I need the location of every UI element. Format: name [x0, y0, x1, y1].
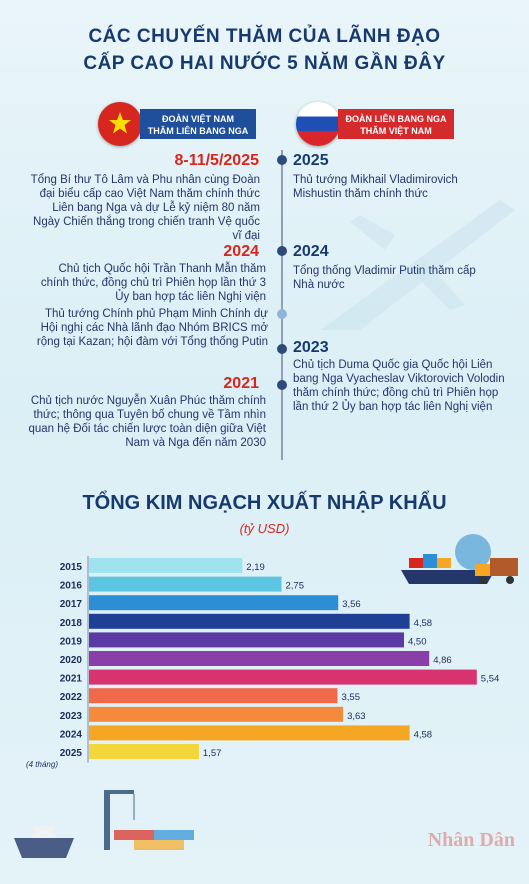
- category-label: 2019: [60, 636, 83, 647]
- trade-unit: (tỷ USD): [239, 521, 290, 536]
- bar-2019: [89, 632, 404, 648]
- category-label: 2022: [60, 692, 83, 703]
- category-label: 2018: [60, 618, 83, 629]
- vn-visit-year: 8-11/5/2025: [174, 152, 259, 169]
- category-note: (4 tháng): [26, 760, 58, 769]
- category-label: 2015: [60, 562, 83, 573]
- value-label: 2,19: [246, 562, 264, 573]
- value-label: 4,86: [433, 655, 452, 666]
- value-label: 2,75: [286, 581, 305, 592]
- value-label: 4,58: [414, 618, 433, 629]
- category-label: 2023: [60, 711, 83, 722]
- vn-visit-text: Chủ tịch Quốc hội Trần Thanh Mẫn thăm ch…: [40, 263, 266, 303]
- category-label: 2017: [60, 599, 83, 610]
- value-label: 4,58: [414, 729, 433, 740]
- ru-visit-text: Tổng thống Vladimir Putin thăm cấp Nhà n…: [293, 265, 476, 291]
- bar-2015: [89, 558, 243, 573]
- ru-visit-year: 2025: [293, 152, 329, 169]
- main-title-line1: CÁC CHUYẾN THĂM CỦA LÃNH ĐẠO: [88, 26, 441, 47]
- category-label: 2016: [60, 581, 83, 592]
- vn-visit-text: Chủ tịch nước Nguyễn Xuân Phúc thăm chín…: [28, 395, 266, 449]
- bar-2021: [89, 669, 477, 685]
- category-label: 2020: [60, 655, 83, 666]
- russia-delegation-banner: ĐOÀN LIÊN BANG NGA THĂM VIỆT NAM: [338, 109, 454, 139]
- vietnam-flag-icon: [98, 102, 142, 146]
- ru-banner-line1: ĐOÀN LIÊN BANG NGA: [345, 114, 447, 124]
- ru-visit-year: 2023: [293, 339, 329, 356]
- timeline-dot: [277, 344, 287, 354]
- timeline-line: [281, 150, 283, 460]
- port-crane-icon: [14, 790, 194, 858]
- ru-visit-text: Chủ tịch Duma Quốc gia Quốc hội Liên ban…: [293, 359, 505, 413]
- ru-visit-year: 2024: [293, 243, 329, 260]
- category-label: 2025: [60, 748, 83, 759]
- timeline-dot: [277, 309, 287, 319]
- trade-title: TỔNG KIM NGẠCH XUẤT NHẬP KHẨU: [82, 492, 447, 514]
- main-title-line2: CẤP CAO HAI NƯỚC 5 NĂM GẦN ĐÂY: [83, 53, 446, 74]
- bar-2018: [89, 613, 410, 629]
- vn-banner-line1: ĐOÀN VIỆT NAM: [162, 114, 234, 124]
- ru-banner-line2: THĂM VIỆT NAM: [360, 126, 432, 136]
- vn-visit-text: Tổng Bí thư Tô Lâm và Phu nhân cùng Đoàn…: [30, 174, 260, 242]
- trade-bar-chart: 2015 2,19 2016 2,75 2017 3,56 2018 4,58 2019 4,50…: [26, 556, 500, 769]
- value-label: 3,56: [342, 599, 361, 610]
- timeline-dot: [277, 246, 287, 256]
- bar-2017: [89, 595, 339, 611]
- vn-visit-year: 2021: [223, 375, 259, 392]
- value-label: 5,54: [481, 674, 500, 685]
- vn-visit-text: Thủ tướng Chính phủ Phạm Minh Chính dự H…: [36, 308, 268, 348]
- bar-2022: [89, 688, 338, 704]
- vn-visit-year: 2024: [223, 243, 259, 260]
- bar-2016: [89, 576, 282, 592]
- airplane-icon: [320, 200, 515, 330]
- cargo-ship-icon: [401, 534, 518, 584]
- bar-2023: [89, 706, 344, 722]
- ru-visit-text: Thủ tướng Mikhail Vladimirovich Mishusti…: [293, 174, 458, 200]
- value-label: 4,50: [408, 636, 427, 647]
- bar-2020: [89, 651, 430, 666]
- vietnam-delegation-banner: ĐOÀN VIỆT NAM THĂM LIÊN BANG NGA: [140, 109, 256, 139]
- bar-2025: [89, 744, 199, 759]
- bar-2024: [89, 725, 410, 741]
- value-label: 3,55: [342, 692, 361, 703]
- timeline-dot: [277, 155, 287, 165]
- timeline-dot: [277, 380, 287, 390]
- category-label: 2024: [60, 729, 83, 740]
- russia-flag-icon: [296, 102, 340, 146]
- category-label: 2021: [60, 674, 83, 685]
- value-label: 3,63: [347, 711, 366, 722]
- value-label: 1,57: [203, 748, 222, 759]
- brand-logo: Nhân Dân: [427, 829, 515, 851]
- vn-banner-line2: THĂM LIÊN BANG NGA: [147, 126, 249, 136]
